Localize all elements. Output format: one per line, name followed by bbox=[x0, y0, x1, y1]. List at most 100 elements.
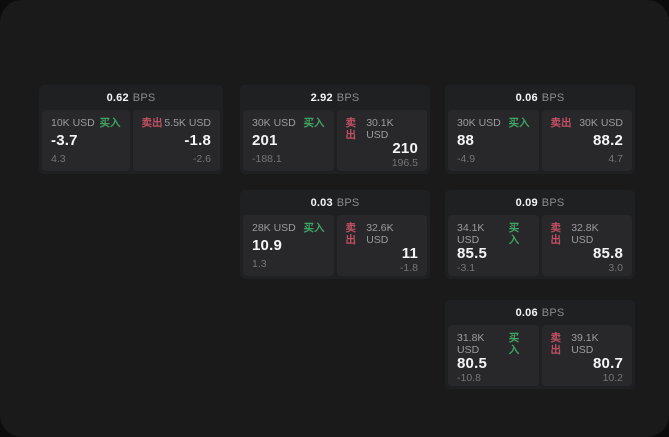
sell-panel[interactable]: 卖出 32.6K USD 11 -1.8 bbox=[336, 215, 427, 276]
sell-sub-value: 3.0 bbox=[608, 262, 623, 274]
buy-sub-value: -3.1 bbox=[457, 262, 476, 274]
buy-label-row: 10K USD 买入 bbox=[51, 117, 121, 129]
sell-label-row: 卖出 30K USD bbox=[551, 117, 624, 129]
buy-label-row: 28K USD 买入 bbox=[252, 222, 325, 234]
bps-unit-label: BPS bbox=[336, 196, 360, 209]
sell-amount-label: 30.1K USD bbox=[366, 117, 394, 141]
sell-amount-label: 32.6K USD bbox=[366, 222, 394, 246]
quote-card: 0.06 BPS 30K USD 买入 88 -4.9 卖出 30K USD 8… bbox=[445, 85, 635, 174]
bps-header: 0.06 BPS bbox=[445, 300, 635, 325]
sell-side-label: 卖出 bbox=[550, 222, 562, 246]
sell-panel[interactable]: 卖出 30K USD 88.2 4.7 bbox=[541, 110, 632, 171]
sell-label-row: 卖出 32.6K USD bbox=[346, 222, 419, 246]
sell-panel[interactable]: 卖出 39.1K USD 80.7 10.2 bbox=[541, 325, 632, 386]
buy-price: 10.9 bbox=[252, 237, 282, 254]
sell-price: 88.2 bbox=[593, 132, 623, 149]
quote-panels: 28K USD 买入 10.9 1.3 卖出 32.6K USD 11 -1.8 bbox=[240, 215, 430, 279]
buy-panel[interactable]: 30K USD 买入 88 -4.9 bbox=[448, 110, 539, 171]
buy-label-row: 30K USD 买入 bbox=[252, 117, 325, 129]
buy-side-label: 买入 bbox=[99, 117, 121, 129]
buy-label-row: 31.8K USD 买入 bbox=[457, 332, 530, 356]
sell-amount-label: 32.8K USD bbox=[571, 222, 599, 246]
sell-side-label: 卖出 bbox=[550, 332, 562, 356]
buy-price: 85.5 bbox=[457, 245, 487, 262]
bps-value: 0.06 bbox=[515, 91, 538, 104]
buy-side-label: 买入 bbox=[508, 117, 530, 129]
sell-sub-value: 10.2 bbox=[602, 372, 623, 384]
buy-price: 80.5 bbox=[457, 355, 487, 372]
sell-side-label: 卖出 bbox=[141, 117, 163, 129]
sell-side-label: 卖出 bbox=[345, 117, 357, 141]
sell-panel[interactable]: 卖出 32.8K USD 85.8 3.0 bbox=[541, 215, 632, 276]
quote-card: 0.62 BPS 10K USD 买入 -3.7 4.3 卖出 5.5K USD… bbox=[39, 85, 223, 174]
quote-panels: 34.1K USD 买入 85.5 -3.1 卖出 32.8K USD 85.8… bbox=[445, 215, 635, 279]
sell-sub-value: 4.7 bbox=[608, 153, 623, 165]
quote-panels: 30K USD 买入 88 -4.9 卖出 30K USD 88.2 4.7 bbox=[445, 110, 635, 174]
bps-header: 0.62 BPS bbox=[39, 85, 223, 110]
sell-panel[interactable]: 卖出 5.5K USD -1.8 -2.6 bbox=[132, 110, 220, 171]
buy-sub-value: -10.8 bbox=[457, 372, 481, 384]
sell-price: 11 bbox=[401, 245, 418, 262]
buy-panel[interactable]: 10K USD 买入 -3.7 4.3 bbox=[42, 110, 130, 171]
bps-value: 0.09 bbox=[515, 196, 538, 209]
bps-value: 0.62 bbox=[106, 91, 129, 104]
bps-header: 2.92 BPS bbox=[240, 85, 430, 110]
sell-label-row: 卖出 32.8K USD bbox=[551, 222, 624, 246]
quote-panels: 30K USD 买入 201 -188.1 卖出 30.1K USD 210 1… bbox=[240, 110, 430, 174]
buy-label-row: 34.1K USD 买入 bbox=[457, 222, 530, 246]
buy-panel[interactable]: 30K USD 买入 201 -188.1 bbox=[243, 110, 334, 171]
sell-sub-value: 196.5 bbox=[391, 157, 418, 169]
buy-amount-label: 34.1K USD bbox=[457, 222, 485, 246]
bps-header: 0.06 BPS bbox=[445, 85, 635, 110]
sell-label-row: 卖出 5.5K USD bbox=[142, 117, 212, 129]
buy-panel[interactable]: 28K USD 买入 10.9 1.3 bbox=[243, 215, 334, 276]
buy-side-label: 买入 bbox=[508, 222, 520, 246]
buy-panel[interactable]: 34.1K USD 买入 85.5 -3.1 bbox=[448, 215, 539, 276]
bps-header: 0.09 BPS bbox=[445, 190, 635, 215]
buy-amount-label: 30K USD bbox=[457, 117, 501, 129]
sell-panel[interactable]: 卖出 30.1K USD 210 196.5 bbox=[336, 110, 427, 171]
bps-unit-label: BPS bbox=[336, 91, 360, 104]
bps-unit-label: BPS bbox=[132, 91, 156, 104]
sell-label-row: 卖出 30.1K USD bbox=[346, 117, 419, 141]
bps-value: 0.06 bbox=[515, 306, 538, 319]
buy-amount-label: 30K USD bbox=[252, 117, 296, 129]
quote-card: 0.06 BPS 31.8K USD 买入 80.5 -10.8 卖出 39.1… bbox=[445, 300, 635, 389]
sell-price: 80.7 bbox=[593, 355, 623, 372]
sell-price: -1.8 bbox=[184, 132, 211, 149]
buy-side-label: 买入 bbox=[303, 222, 325, 234]
quote-card: 0.03 BPS 28K USD 买入 10.9 1.3 卖出 32.6K US… bbox=[240, 190, 430, 279]
sell-sub-value: -1.8 bbox=[399, 262, 418, 274]
sell-amount-label: 5.5K USD bbox=[164, 117, 211, 129]
sell-price: 85.8 bbox=[593, 245, 623, 262]
sell-amount-label: 30K USD bbox=[579, 117, 623, 129]
buy-price: -3.7 bbox=[51, 132, 78, 149]
buy-price: 88 bbox=[457, 132, 475, 149]
buy-sub-value: -4.9 bbox=[457, 153, 476, 165]
sell-price: 210 bbox=[392, 140, 418, 157]
quote-card: 0.09 BPS 34.1K USD 买入 85.5 -3.1 卖出 32.8K… bbox=[445, 190, 635, 279]
bps-unit-label: BPS bbox=[541, 306, 565, 319]
bps-header: 0.03 BPS bbox=[240, 190, 430, 215]
buy-amount-label: 10K USD bbox=[51, 117, 95, 129]
buy-sub-value: 1.3 bbox=[252, 258, 267, 270]
bps-value: 2.92 bbox=[310, 91, 333, 104]
bps-unit-label: BPS bbox=[541, 196, 565, 209]
buy-sub-value: -188.1 bbox=[252, 153, 282, 165]
quote-panels: 10K USD 买入 -3.7 4.3 卖出 5.5K USD -1.8 -2.… bbox=[39, 110, 223, 174]
sell-sub-value: -2.6 bbox=[192, 153, 211, 165]
buy-price: 201 bbox=[252, 132, 278, 149]
buy-sub-value: 4.3 bbox=[51, 153, 66, 165]
sell-label-row: 卖出 39.1K USD bbox=[551, 332, 624, 356]
bps-value: 0.03 bbox=[310, 196, 333, 209]
quote-panels: 31.8K USD 买入 80.5 -10.8 卖出 39.1K USD 80.… bbox=[445, 325, 635, 389]
buy-panel[interactable]: 31.8K USD 买入 80.5 -10.8 bbox=[448, 325, 539, 386]
sell-amount-label: 39.1K USD bbox=[571, 332, 599, 356]
buy-side-label: 买入 bbox=[508, 332, 520, 356]
bps-unit-label: BPS bbox=[541, 91, 565, 104]
quote-card: 2.92 BPS 30K USD 买入 201 -188.1 卖出 30.1K … bbox=[240, 85, 430, 174]
sell-side-label: 卖出 bbox=[550, 117, 572, 129]
buy-label-row: 30K USD 买入 bbox=[457, 117, 530, 129]
buy-amount-label: 31.8K USD bbox=[457, 332, 485, 356]
